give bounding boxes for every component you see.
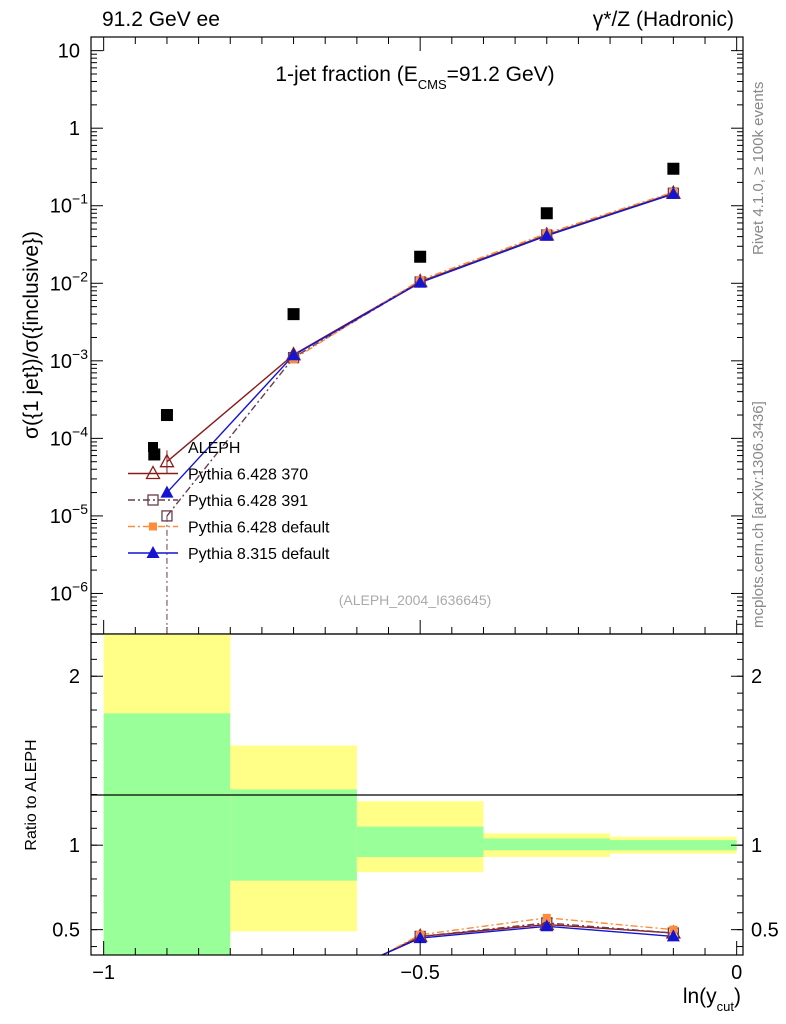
main-frame <box>90 36 744 635</box>
data-point <box>414 250 427 263</box>
y-tick-label-right: 1 <box>751 835 762 857</box>
y-tick-label: 10−4 <box>50 423 88 450</box>
series-line <box>293 191 674 360</box>
main-panel: 1-jet fraction (ECMS=91.2 GeV) (ALEPH_20… <box>20 36 744 635</box>
ratio-x-ticks: −1 −0.5 0 <box>92 941 742 984</box>
main-ylabel: σ({1 jet})/σ({inclusive}) <box>20 231 43 439</box>
y-tick-label: 10−5 <box>50 501 88 528</box>
data-point <box>147 494 159 506</box>
legend-label: Pythia 8.315 default <box>188 546 330 563</box>
header-right: γ*/Z (Hadronic) <box>593 8 734 31</box>
x-tick-label: −0.5 <box>400 962 439 984</box>
data-point <box>413 931 427 944</box>
band-inner <box>103 713 231 955</box>
y-tick-label-right: 2 <box>751 666 762 688</box>
data-point <box>287 348 301 361</box>
band-inner <box>356 826 484 858</box>
y-tick-label: 0.5 <box>52 920 80 942</box>
ratio-ylabel: Ratio to ALEPH <box>23 739 40 850</box>
y-tick-label: 10−3 <box>50 346 88 373</box>
data-point <box>159 453 175 468</box>
data-point <box>145 465 161 480</box>
x-tick-label: 0 <box>731 962 742 984</box>
y-tick-label: 10−2 <box>50 268 88 295</box>
band-inner <box>610 840 737 851</box>
data-point <box>667 162 680 175</box>
legend-label: Pythia 6.428 default <box>188 520 330 537</box>
data-point <box>146 546 160 558</box>
main-x-ticks <box>103 37 738 634</box>
y-tick-label: 10−6 <box>50 578 88 605</box>
data-point <box>161 510 173 522</box>
data-point <box>149 522 157 531</box>
header-left: 91.2 GeV ee <box>102 8 220 31</box>
legend: ALEPH Pythia 6.428 370 Pythia 6.428 391 Pyt… <box>128 440 330 563</box>
band-inner <box>230 789 357 881</box>
y-tick-label: 1 <box>69 118 80 140</box>
legend-label: Pythia 6.428 370 <box>188 467 308 484</box>
data-point <box>160 409 173 422</box>
legend-label: ALEPH <box>188 440 240 457</box>
ratio-y-ticks: 2 2 1 1 0.5 0.5 <box>52 641 779 948</box>
data-point <box>540 919 554 932</box>
main-title: 1-jet fraction (ECMS=91.2 GeV) <box>275 63 554 92</box>
data-point <box>287 308 300 321</box>
y-tick-label: 1 <box>69 835 80 857</box>
ratio-line <box>381 925 674 956</box>
ratio-xlabel: ln(ycut) <box>683 985 741 1014</box>
main-series <box>148 162 681 634</box>
ratio-panel: Ratio to ALEPH 2 2 1 1 0.5 0.5 −1 −0.5 0 ln(ycu… <box>23 633 779 1014</box>
y-tick-label: 10 <box>58 41 80 63</box>
data-point <box>148 442 158 452</box>
data-point <box>666 929 680 942</box>
ratio-series <box>381 913 681 956</box>
ratio-line <box>381 922 674 956</box>
series-line <box>166 193 674 494</box>
data-point <box>540 228 554 241</box>
legend-label: Pythia 6.428 391 <box>188 493 308 510</box>
y-tick-label: 10−1 <box>50 191 88 218</box>
y-tick-label-right: 0.5 <box>751 920 779 942</box>
mcplots-label: mcplots.cern.ch [arXiv:1306.3436] <box>750 401 767 628</box>
main-y-ticks: 10 1 10−1 10−2 10−3 10−4 10−5 10−6 <box>50 41 743 635</box>
y-tick-label: 2 <box>69 666 80 688</box>
data-point <box>666 186 680 199</box>
band-inner <box>483 838 611 851</box>
data-point <box>413 275 427 288</box>
data-point <box>542 913 551 922</box>
rivet-label: Rivet 4.1.0, ≥ 100k events <box>750 82 767 255</box>
data-point <box>540 207 553 220</box>
analysis-watermark: (ALEPH_2004_I636645) <box>339 592 492 608</box>
ratio-line <box>381 917 674 956</box>
x-tick-label: −1 <box>92 962 115 984</box>
data-point <box>160 485 174 498</box>
